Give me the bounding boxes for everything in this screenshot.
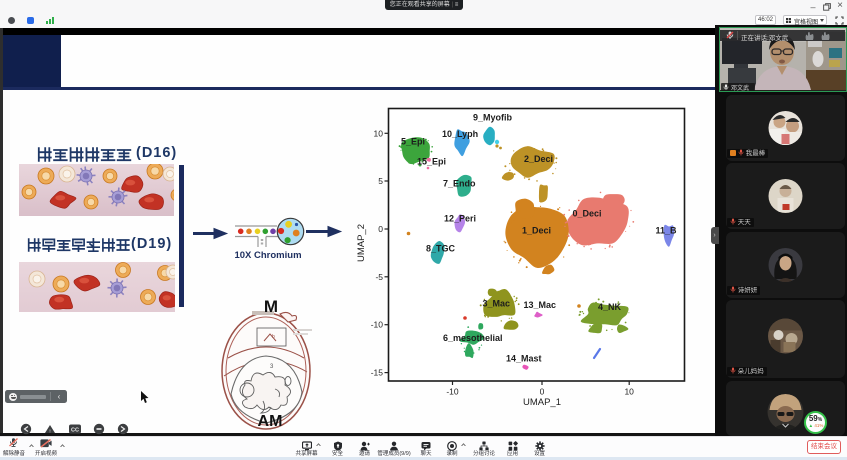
svg-text:7_Endo: 7_Endo <box>443 179 476 189</box>
svg-text:0: 0 <box>540 387 545 397</box>
svg-text:5_Epi: 5_Epi <box>401 137 425 147</box>
svg-text:UMAP_1: UMAP_1 <box>523 397 561 408</box>
svg-text:9_Myofib: 9_Myofib <box>473 113 513 123</box>
svg-text:4_NK: 4_NK <box>598 302 622 312</box>
svg-text:15_Epi: 15_Epi <box>417 157 446 167</box>
svg-text:2_Deci: 2_Deci <box>524 154 553 164</box>
svg-text:5: 5 <box>378 176 383 186</box>
svg-text:3_Mac: 3_Mac <box>483 299 511 309</box>
svg-text:UMAP_2: UMAP_2 <box>356 224 367 262</box>
svg-text:!: ! <box>49 428 50 433</box>
svg-text:0: 0 <box>378 224 383 234</box>
svg-text:12_Peri: 12_Peri <box>444 214 476 224</box>
svg-text:10: 10 <box>624 387 634 397</box>
svg-text:1_Deci: 1_Deci <box>522 226 551 236</box>
svg-text:13_Mac: 13_Mac <box>524 300 557 310</box>
svg-text:11_B: 11_B <box>656 226 678 236</box>
svg-text:b: b <box>272 334 275 340</box>
svg-text:10: 10 <box>374 128 384 138</box>
svg-text:14_Mast: 14_Mast <box>506 354 542 364</box>
svg-text:-10: -10 <box>371 320 384 330</box>
svg-text:6_mesothelial: 6_mesothelial <box>443 333 503 343</box>
svg-text:-10: -10 <box>446 387 459 397</box>
svg-text:0_Deci: 0_Deci <box>573 209 602 219</box>
svg-text:CC: CC <box>71 427 79 433</box>
svg-text:-5: -5 <box>375 272 383 282</box>
svg-text:-15: -15 <box>371 368 384 378</box>
svg-text:10_Lyph: 10_Lyph <box>442 129 478 139</box>
svg-text:3: 3 <box>270 364 274 370</box>
svg-text:8_TGC: 8_TGC <box>426 244 456 254</box>
